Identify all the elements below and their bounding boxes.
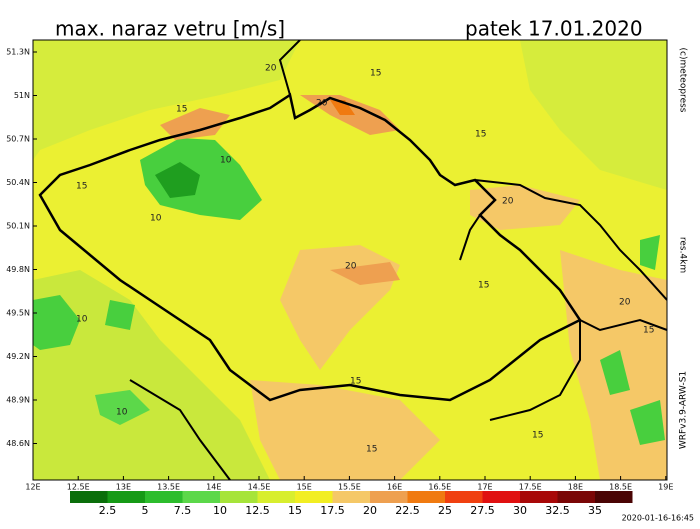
contour-label: 10: [76, 315, 88, 325]
legend-label: 20: [363, 504, 377, 517]
legend-swatch: [220, 491, 258, 503]
contour-label: 15: [370, 69, 381, 79]
contour-label: 10: [220, 156, 232, 166]
legend-swatch: [595, 491, 633, 503]
timestamp: 2020-01-16-16:45: [622, 514, 694, 523]
axes-legend: 51.3N 51N 50.7N 50.4N 50.1N 49.8N 49.5N 49.2N 48…: [6, 48, 673, 518]
legend-label: 7.5: [174, 504, 192, 517]
lat-label: 51N: [14, 91, 30, 100]
legend-label: 5: [142, 504, 149, 517]
border: [38, 92, 582, 402]
legend-label: 25: [438, 504, 452, 517]
legend-swatch: [407, 491, 445, 503]
contour-label: 15: [478, 281, 489, 291]
field-area: [33, 270, 270, 480]
field-area: [520, 40, 667, 190]
lat-label: 50.4N: [6, 178, 30, 187]
legend-label: 32.5: [545, 504, 570, 517]
contour-label: 20: [265, 64, 277, 74]
contour-label: 15: [176, 105, 187, 115]
lat-label: 50.7N: [6, 135, 30, 144]
map-frame: [32, 39, 668, 481]
date: patek 17.01.2020: [465, 17, 643, 41]
contour-label: 15: [475, 130, 486, 140]
field-area: [600, 235, 665, 445]
legend-label: 17.5: [320, 504, 345, 517]
lon-label: 12.5E: [67, 483, 90, 492]
lat-label: 48.9N: [6, 396, 30, 405]
legend-swatch: [445, 491, 483, 503]
lon-label: 15E: [297, 483, 312, 492]
contour-label: 20: [345, 262, 357, 272]
map-field: 20 15 20 15 15 10 15 10 20 20 15 10 15 1…: [33, 40, 667, 480]
legend-label: 2.5: [99, 504, 117, 517]
lat-label: 49.5N: [6, 309, 30, 318]
contour-label: 15: [76, 182, 87, 192]
lon-label: 13E: [116, 483, 131, 492]
legend-swatch: [370, 491, 408, 503]
legend-swatch: [70, 491, 108, 503]
legend-swatch: [295, 491, 333, 503]
legend-label: 35: [588, 504, 602, 517]
legend-swatch: [557, 491, 595, 503]
legend-swatch: [520, 491, 558, 503]
contour-label: 15: [350, 377, 361, 387]
lon-label: 18E: [568, 483, 583, 492]
legend-swatch: [182, 491, 220, 503]
field-area: [250, 380, 440, 480]
legend-label: 27.5: [470, 504, 495, 517]
contour-label: 20: [619, 298, 631, 308]
border: [129, 40, 667, 480]
lon-label: 19E: [658, 483, 673, 492]
legend-swatch: [482, 491, 520, 503]
lon-label: 16E: [387, 483, 402, 492]
legend-label: 22.5: [395, 504, 420, 517]
copyright: (c)meteopress: [678, 48, 688, 113]
title: max. naraz vetru [m/s]: [55, 17, 285, 41]
lon-label: 14.5E: [248, 483, 271, 492]
legend-label: 30: [513, 504, 527, 517]
legend-label: 12.5: [245, 504, 270, 517]
model: WRFv3.9-ARW-S1: [679, 371, 689, 449]
field-area: [140, 138, 262, 220]
lon-label: 15.5E: [338, 483, 361, 492]
field-area: [33, 295, 80, 350]
field-area: [330, 100, 355, 115]
contour-label: 15: [366, 445, 377, 455]
field-area: [33, 40, 300, 160]
legend-swatch: [257, 491, 295, 503]
field-area: [95, 390, 150, 425]
lon-label: 16.5E: [428, 483, 451, 492]
lon-label: 17.5E: [519, 483, 542, 492]
contour-label: 10: [116, 408, 128, 418]
field-area: [470, 185, 580, 230]
legend-label: 15: [288, 504, 302, 517]
lat-label: 49.8N: [6, 265, 30, 274]
lon-label: 14E: [206, 483, 221, 492]
lat-label: 48.6N: [6, 439, 30, 448]
lon-label: 18.5E: [609, 483, 632, 492]
field-area: [160, 108, 230, 140]
field-area: [330, 262, 400, 285]
lat-label: 49.2N: [6, 352, 30, 361]
lat-label: 50.1N: [6, 222, 30, 231]
lon-label: 17E: [477, 483, 492, 492]
field-area: [155, 162, 200, 198]
legend-swatch: [145, 491, 183, 503]
field-area: [105, 300, 135, 330]
contour-label: 20: [502, 197, 514, 207]
contour-label: 15: [643, 326, 654, 336]
contour-label: 15: [532, 431, 543, 441]
contour-label: 20: [316, 99, 328, 109]
resolution: res.4km: [678, 237, 688, 273]
legend-swatch: [107, 491, 145, 503]
contour-label: 10: [150, 214, 162, 224]
legend-swatch: [332, 491, 370, 503]
legend-label: 10: [213, 504, 227, 517]
lat-label: 51.3N: [6, 48, 30, 57]
lon-label: 13.5E: [157, 483, 180, 492]
lon-label: 12E: [25, 483, 40, 492]
